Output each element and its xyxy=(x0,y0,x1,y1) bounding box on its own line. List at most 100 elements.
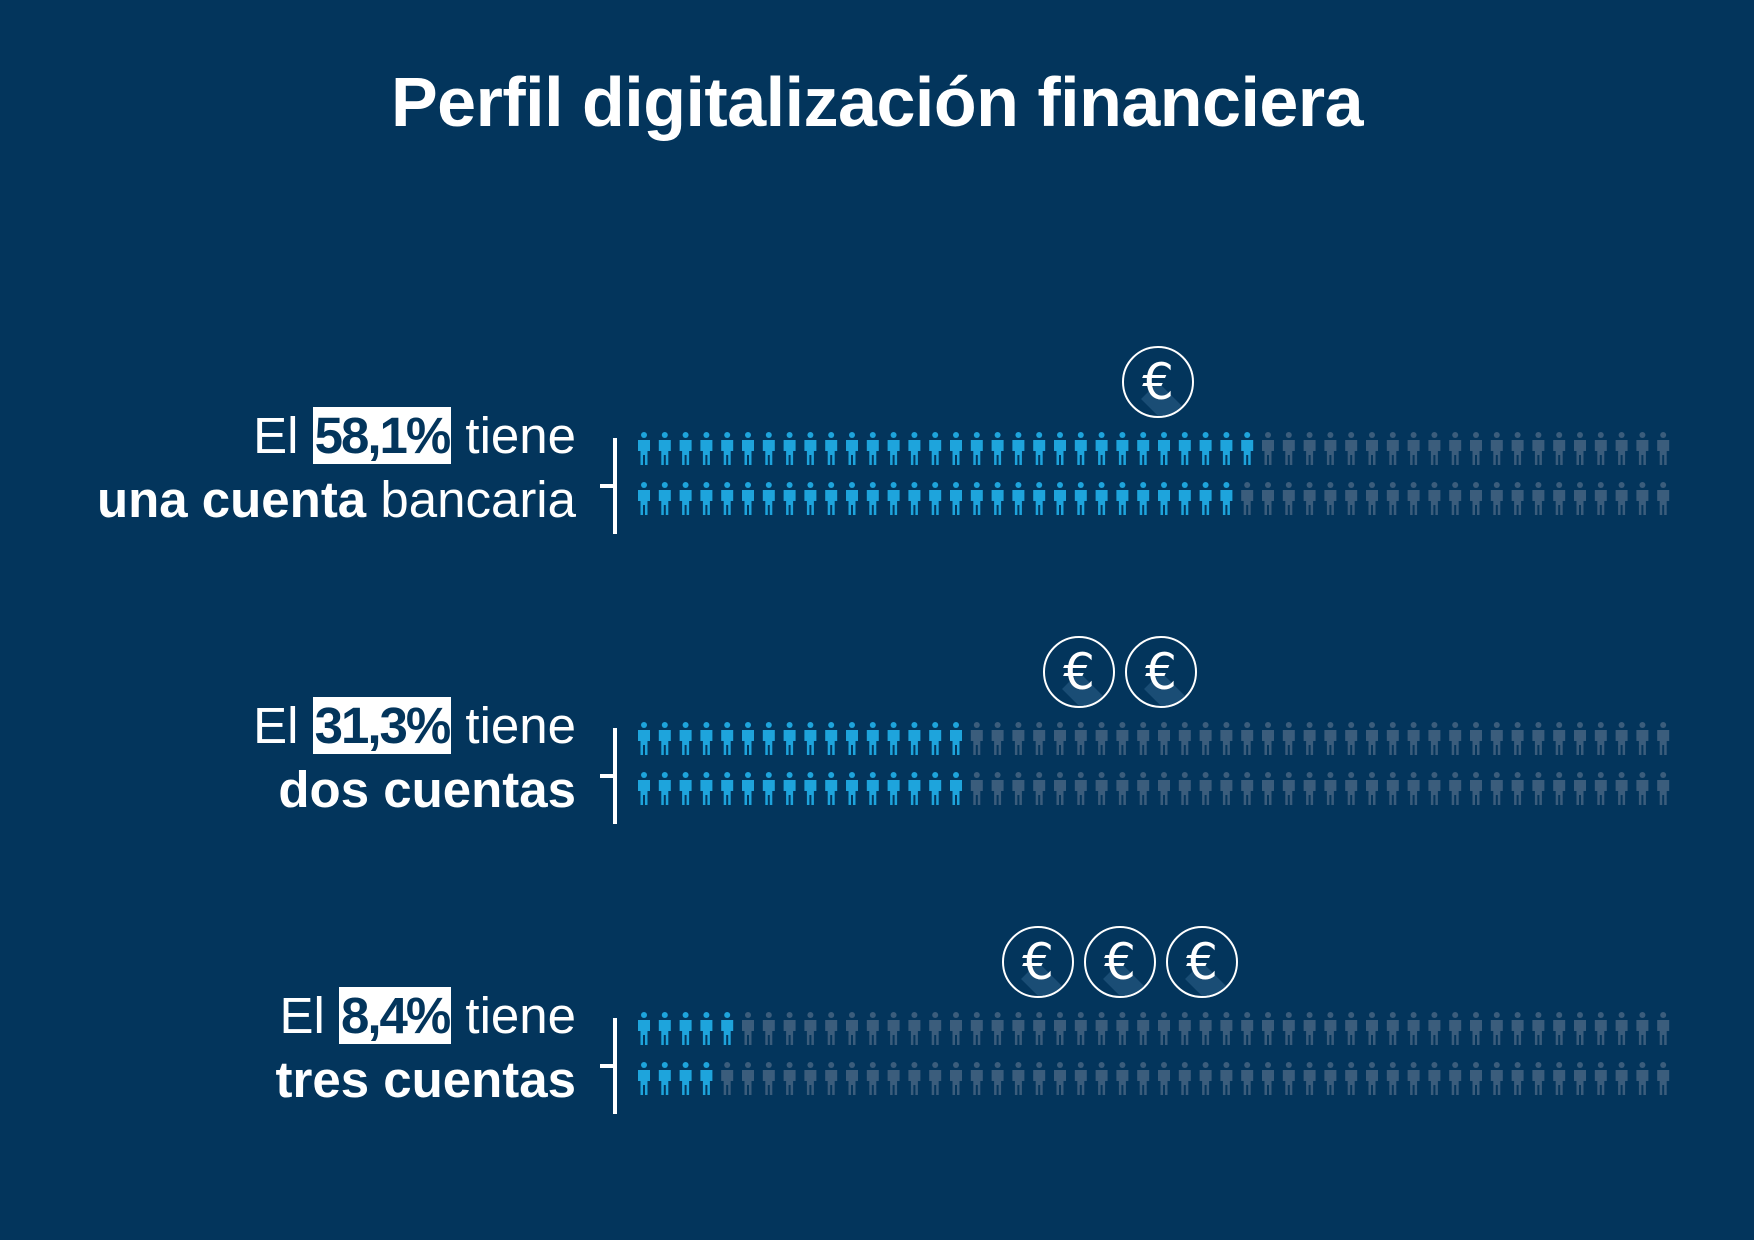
person-icon xyxy=(1095,772,1108,805)
person-icon xyxy=(658,432,671,465)
person-icon xyxy=(1636,1062,1649,1095)
person-icon xyxy=(1303,772,1316,805)
person-icon xyxy=(950,432,962,465)
person-icon xyxy=(783,482,796,515)
person-icon xyxy=(1033,482,1046,515)
person-icon xyxy=(1490,432,1503,465)
person-icon xyxy=(991,772,1004,805)
person-icon xyxy=(1470,772,1482,805)
person-icon xyxy=(1220,722,1233,755)
person-icon xyxy=(970,1012,983,1045)
person-icon xyxy=(1366,432,1378,465)
person-icon xyxy=(1012,722,1025,755)
person-icon xyxy=(1428,432,1441,465)
person-icon xyxy=(1553,1012,1566,1045)
person-icon xyxy=(1012,432,1025,465)
person-icon xyxy=(658,1012,671,1045)
person-icon xyxy=(658,772,671,805)
person-icon xyxy=(1532,432,1545,465)
person-icon xyxy=(1116,1062,1129,1095)
person-icon xyxy=(1407,1012,1420,1045)
bracket-tick xyxy=(600,484,614,488)
person-icon xyxy=(1615,1012,1628,1045)
person-icon xyxy=(1303,482,1316,515)
stat-description-bold: una cuenta xyxy=(96,471,367,528)
person-icon xyxy=(1158,1062,1170,1095)
person-icon xyxy=(1137,482,1150,515)
stat-row-one-account: El 58,1% tiene una cuenta bancaria xyxy=(0,404,1754,564)
person-icon xyxy=(1116,722,1129,755)
person-icon xyxy=(1511,432,1524,465)
person-icon xyxy=(762,722,775,755)
person-icon xyxy=(1033,772,1046,805)
person-icon xyxy=(1594,1012,1607,1045)
person-icon xyxy=(970,432,983,465)
person-icon xyxy=(1636,482,1649,515)
person-icon xyxy=(1158,432,1170,465)
person-icon xyxy=(1095,432,1108,465)
person-icon xyxy=(762,772,775,805)
person-icon xyxy=(1241,1012,1254,1045)
stat-row-three-accounts: El 8,4% tiene tres cuentas xyxy=(0,984,1754,1144)
person-icon xyxy=(1490,1062,1503,1095)
person-icon xyxy=(1657,1012,1670,1045)
stat-suffix: tiene xyxy=(465,407,576,464)
person-icon xyxy=(1428,772,1441,805)
person-icon xyxy=(1158,482,1170,515)
person-icon xyxy=(1470,1062,1482,1095)
person-icon xyxy=(721,1012,734,1045)
person-icon xyxy=(679,1062,692,1095)
bracket-tick xyxy=(600,1064,614,1068)
person-icon xyxy=(1324,1062,1337,1095)
person-icon xyxy=(1407,482,1420,515)
person-icon xyxy=(950,1012,962,1045)
person-icon xyxy=(1262,1062,1274,1095)
person-icon xyxy=(1074,772,1087,805)
person-icon xyxy=(1220,772,1233,805)
person-icon xyxy=(1054,772,1066,805)
person-icon xyxy=(1574,432,1586,465)
person-icon xyxy=(1594,482,1607,515)
person-icon xyxy=(1178,722,1191,755)
person-icon xyxy=(1490,772,1503,805)
person-icon xyxy=(1282,1062,1295,1095)
chart-title: Perfil digitalización financiera xyxy=(390,63,1364,141)
person-icon xyxy=(1116,482,1129,515)
person-icon xyxy=(1386,722,1399,755)
person-icon xyxy=(970,1062,983,1095)
stat-prefix: El xyxy=(279,987,325,1044)
person-icon xyxy=(1199,1062,1212,1095)
stat-label: El 58,1% tiene una cuenta bancaria xyxy=(97,404,576,532)
person-icon xyxy=(1262,772,1274,805)
person-icon xyxy=(1012,482,1025,515)
person-icon xyxy=(1553,722,1566,755)
person-icon xyxy=(1178,432,1191,465)
person-icon xyxy=(1220,1062,1233,1095)
person-icon xyxy=(1615,1062,1628,1095)
person-icon xyxy=(1428,1012,1441,1045)
person-icon xyxy=(658,482,671,515)
person-icon xyxy=(1490,1012,1503,1045)
person-icon xyxy=(1574,482,1586,515)
person-icon xyxy=(1345,772,1358,805)
person-icon xyxy=(1470,1012,1482,1045)
person-icon xyxy=(1594,722,1607,755)
person-icon xyxy=(1178,1062,1191,1095)
person-icon xyxy=(1449,482,1462,515)
person-icon xyxy=(1324,482,1337,515)
person-icon xyxy=(1054,1012,1066,1045)
person-icon xyxy=(1178,1012,1191,1045)
person-icon xyxy=(1615,482,1628,515)
person-icon xyxy=(1074,1012,1087,1045)
person-icon xyxy=(929,772,942,805)
bracket-line xyxy=(613,1018,617,1114)
person-icon xyxy=(1282,1012,1295,1045)
stat-description-light: bancaria xyxy=(380,471,576,528)
person-icon xyxy=(825,482,838,515)
person-icon xyxy=(1594,772,1607,805)
person-icon xyxy=(1553,482,1566,515)
person-icon xyxy=(908,722,921,755)
person-icon xyxy=(1511,1062,1524,1095)
person-icon xyxy=(846,1012,858,1045)
person-icon xyxy=(783,1062,796,1095)
